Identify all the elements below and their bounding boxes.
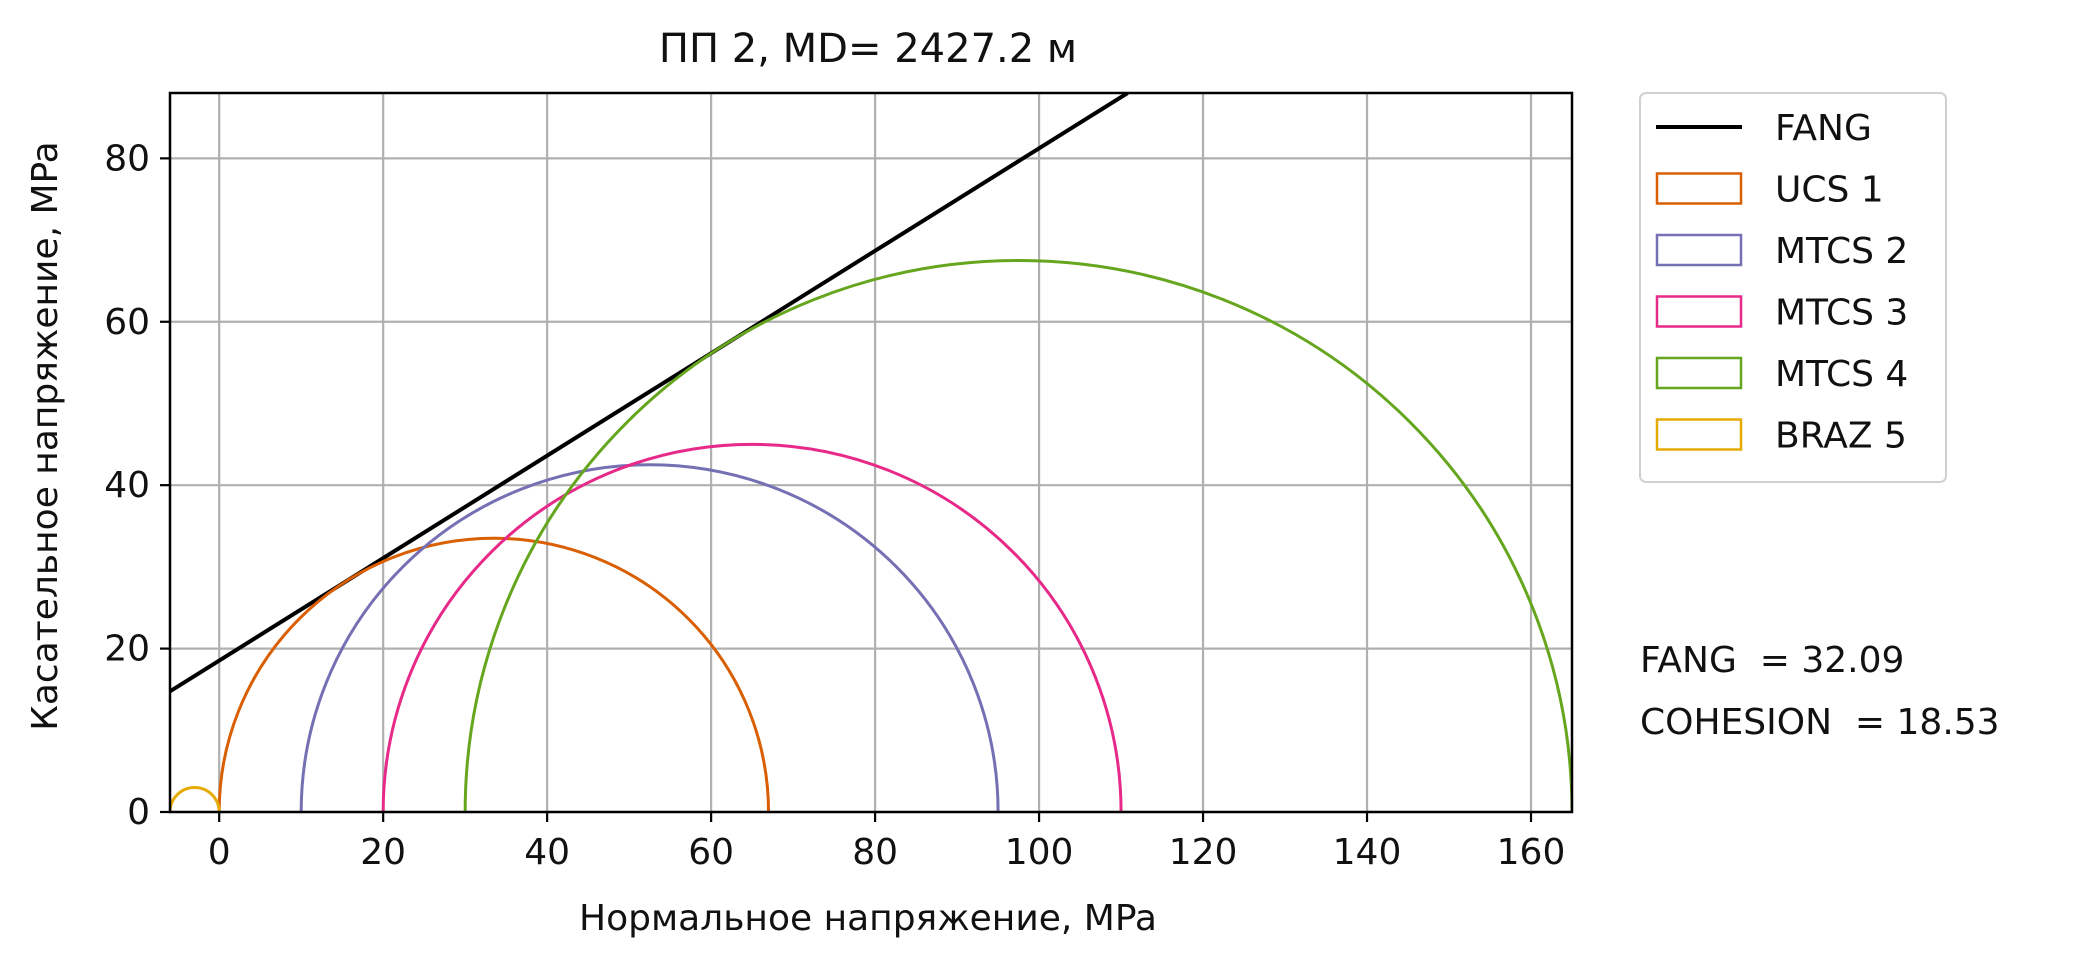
legend-patch-swatch — [1655, 233, 1743, 267]
legend-label: FANG — [1775, 108, 1872, 149]
x-tick-label: 100 — [1005, 832, 1074, 873]
legend: FANG UCS 1 MTCS 2 MTCS 3 MTCS 4 BRAZ 5 — [1639, 92, 1947, 483]
legend-patch-swatch — [1655, 172, 1743, 205]
chart-title: ПП 2, MD= 2427.2 м — [659, 26, 1077, 72]
x-tick-label: 140 — [1333, 832, 1402, 873]
legend-box — [1639, 92, 1947, 483]
plot-frame — [168, 91, 1574, 814]
mohr-circle — [170, 786, 221, 812]
fang-series — [170, 93, 1129, 694]
legend-label: MTCS 3 — [1775, 293, 1908, 334]
mohr-circle — [299, 463, 1000, 812]
y-axis-label: Касательное напряжение, MPa — [25, 141, 66, 730]
x-tick-label: 120 — [1169, 832, 1238, 873]
mohr-circle — [463, 259, 1572, 812]
y-tick-label: 60 — [104, 302, 150, 343]
legend-label: UCS 1 — [1775, 170, 1884, 211]
x-axis: 0 20 40 60 80 100 120 140 160 — [208, 812, 1566, 873]
annotation-text: FANG = 32.09 — [1640, 640, 1904, 681]
annotations: FANG = 32.09 COHESION = 18.53 — [1640, 640, 2000, 743]
mohr-circle — [383, 444, 1121, 812]
x-tick-label: 20 — [360, 832, 406, 873]
legend-label: MTCS 4 — [1775, 354, 1908, 395]
legend-label: BRAZ 5 — [1775, 416, 1907, 457]
x-tick-label: 60 — [688, 832, 734, 873]
legend-patch-swatch — [1655, 295, 1743, 328]
x-tick-label: 0 — [208, 832, 231, 873]
y-tick-label: 20 — [104, 629, 150, 670]
x-tick-label: 40 — [524, 832, 570, 873]
y-tick-label: 80 — [104, 138, 150, 179]
x-tick-label: 80 — [852, 832, 898, 873]
y-axis: 0 20 40 60 80 — [104, 138, 170, 833]
legend-label: MTCS 2 — [1775, 231, 1908, 272]
legend-patch-swatch — [1655, 418, 1743, 451]
y-tick-label: 0 — [127, 792, 150, 833]
y-tick-label: 40 — [104, 465, 150, 506]
x-axis-label: Нормальное напряжение, MPa — [579, 898, 1157, 939]
circle-series — [170, 259, 1572, 812]
mohr-circle — [217, 536, 771, 812]
legend-patch-swatch — [1655, 356, 1743, 390]
annotation-text: COHESION = 18.53 — [1640, 702, 2000, 743]
fang-line — [170, 93, 1129, 694]
grid — [170, 93, 1572, 814]
x-tick-label: 160 — [1497, 832, 1566, 873]
